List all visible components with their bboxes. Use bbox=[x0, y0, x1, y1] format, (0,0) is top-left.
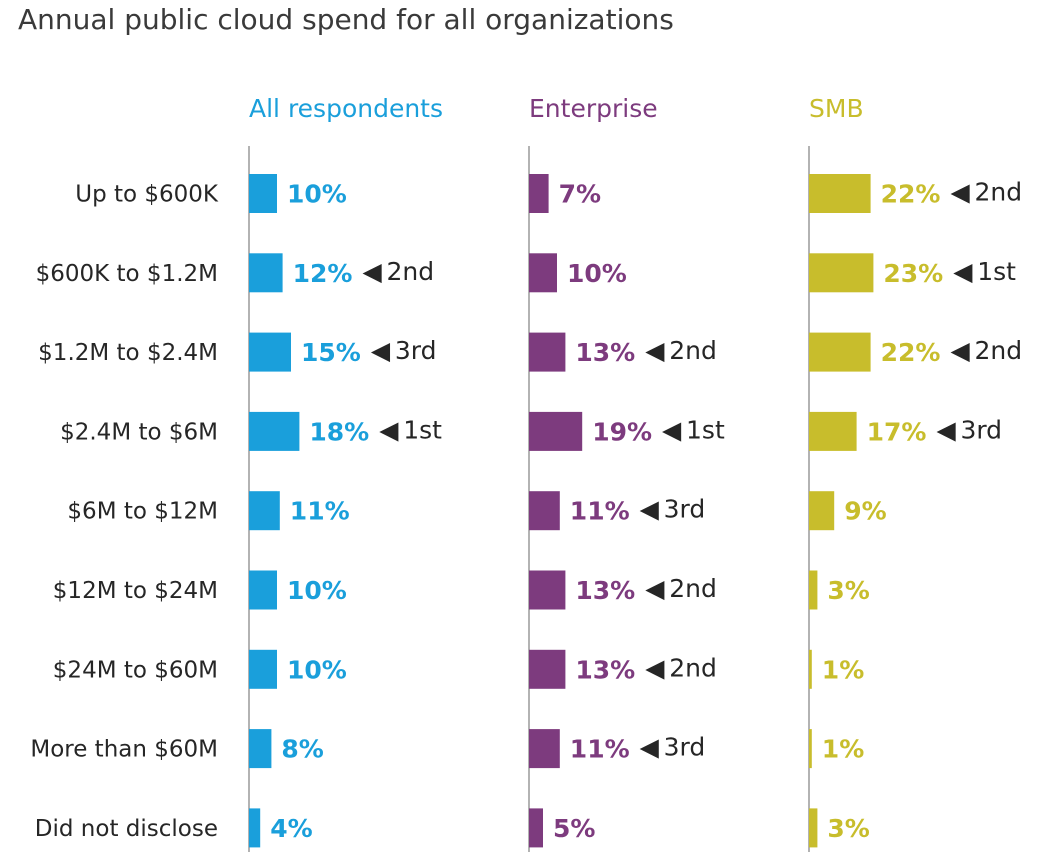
rank-marker-icon: ◀ bbox=[645, 336, 665, 365]
data-label: 3% bbox=[827, 576, 869, 605]
data-label: 23% bbox=[883, 259, 943, 288]
rank-marker-icon: ◀ bbox=[953, 257, 973, 286]
rank-label: 1st bbox=[977, 257, 1016, 286]
data-label: 11% bbox=[570, 497, 630, 526]
rank-label: 3rd bbox=[960, 415, 1002, 444]
data-label: 13% bbox=[575, 576, 635, 605]
category-label: Up to $600K bbox=[75, 182, 219, 208]
bar bbox=[809, 411, 857, 451]
rank-marker-icon: ◀ bbox=[950, 336, 970, 365]
bar bbox=[809, 332, 871, 372]
data-label: 12% bbox=[293, 259, 353, 288]
bar bbox=[809, 253, 874, 293]
bar bbox=[529, 253, 557, 293]
bar bbox=[529, 332, 566, 372]
rank-marker-icon: ◀ bbox=[362, 257, 382, 286]
rank-label: 2nd bbox=[974, 178, 1022, 207]
rank-marker-icon: ◀ bbox=[640, 495, 660, 524]
bar bbox=[529, 729, 560, 769]
bar bbox=[249, 332, 291, 372]
data-label: 1% bbox=[822, 655, 864, 684]
data-label: 11% bbox=[570, 735, 630, 764]
data-label: 10% bbox=[567, 259, 627, 288]
data-label: 10% bbox=[287, 655, 347, 684]
rank-marker-icon: ◀ bbox=[640, 733, 660, 762]
data-label: 10% bbox=[287, 576, 347, 605]
data-label: 18% bbox=[309, 417, 369, 446]
category-label: $6M to $12M bbox=[67, 499, 218, 525]
data-label: 22% bbox=[881, 180, 941, 209]
rank-marker-icon: ◀ bbox=[379, 415, 399, 444]
bar bbox=[249, 570, 277, 610]
category-label: Did not disclose bbox=[35, 816, 218, 842]
rank-label: 2nd bbox=[974, 336, 1022, 365]
data-label: 22% bbox=[881, 338, 941, 367]
data-label: 7% bbox=[559, 180, 601, 209]
data-label: 10% bbox=[287, 180, 347, 209]
bar bbox=[809, 808, 818, 848]
bar bbox=[249, 253, 283, 293]
category-label: $2.4M to $6M bbox=[60, 419, 218, 445]
chart-title: Annual public cloud spend for all organi… bbox=[18, 3, 674, 36]
bar bbox=[809, 491, 835, 531]
data-label: 17% bbox=[867, 417, 927, 446]
bar bbox=[529, 174, 549, 213]
category-label: $600K to $1.2M bbox=[36, 261, 218, 287]
data-label: 15% bbox=[301, 338, 361, 367]
bar bbox=[249, 729, 272, 769]
bar bbox=[249, 649, 277, 689]
rank-marker-icon: ◀ bbox=[371, 336, 391, 365]
panel-title: Enterprise bbox=[529, 94, 658, 123]
bar bbox=[249, 491, 280, 531]
data-label: 19% bbox=[592, 417, 652, 446]
rank-label: 3rd bbox=[664, 495, 706, 524]
category-label: $24M to $60M bbox=[53, 657, 218, 683]
rank-marker-icon: ◀ bbox=[645, 574, 665, 603]
panel-title: SMB bbox=[809, 94, 864, 123]
bar bbox=[529, 491, 560, 531]
data-label: 11% bbox=[290, 497, 350, 526]
panel-title: All respondents bbox=[249, 94, 443, 123]
bar bbox=[809, 570, 818, 610]
rank-label: 3rd bbox=[664, 733, 706, 762]
category-label: $12M to $24M bbox=[53, 578, 218, 604]
bar bbox=[249, 411, 300, 451]
data-label: 8% bbox=[281, 735, 323, 764]
data-label: 13% bbox=[575, 338, 635, 367]
data-label: 13% bbox=[575, 655, 635, 684]
bar bbox=[249, 808, 261, 848]
rank-marker-icon: ◀ bbox=[936, 415, 956, 444]
chart-panels: Up to $600K $600K to $1.2M $1.2M to $2.4M $… bbox=[30, 94, 1022, 852]
data-label: 1% bbox=[822, 735, 864, 764]
bar bbox=[809, 649, 812, 689]
bar bbox=[529, 570, 566, 610]
rank-label: 1st bbox=[403, 415, 442, 444]
bar bbox=[529, 411, 583, 451]
bar bbox=[529, 808, 543, 848]
data-label: 3% bbox=[827, 814, 869, 843]
category-label: More than $60M bbox=[30, 737, 218, 763]
rank-marker-icon: ◀ bbox=[662, 415, 682, 444]
rank-label: 1st bbox=[686, 415, 725, 444]
rank-marker-icon: ◀ bbox=[645, 653, 665, 682]
rank-marker-icon: ◀ bbox=[950, 178, 970, 207]
rank-label: 2nd bbox=[669, 574, 717, 603]
category-label: $1.2M to $2.4M bbox=[38, 340, 218, 366]
data-label: 4% bbox=[270, 814, 312, 843]
bar bbox=[529, 649, 566, 689]
rank-label: 2nd bbox=[669, 653, 717, 682]
data-label: 5% bbox=[553, 814, 595, 843]
bar bbox=[249, 174, 277, 213]
data-label: 9% bbox=[844, 497, 886, 526]
rank-label: 3rd bbox=[395, 336, 437, 365]
rank-label: 2nd bbox=[386, 257, 434, 286]
bar bbox=[809, 729, 812, 769]
rank-label: 2nd bbox=[669, 336, 717, 365]
bar bbox=[809, 174, 871, 213]
